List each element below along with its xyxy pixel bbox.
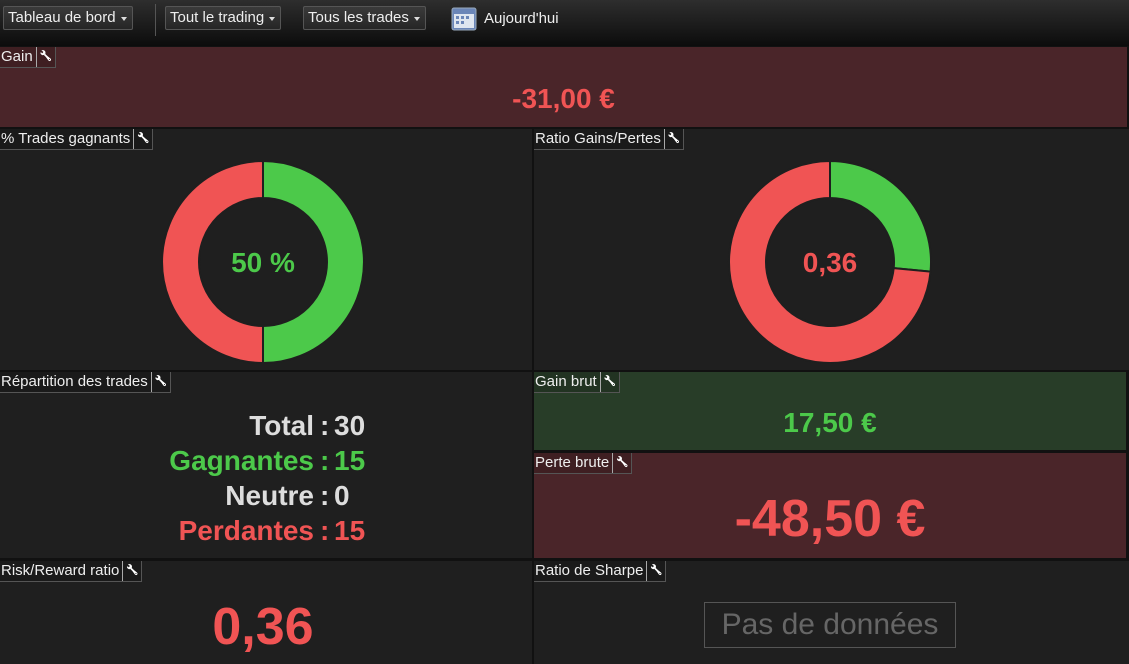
row-label: Gagnantes — [169, 445, 314, 476]
panel-title[interactable]: Risk/Reward ratio — [0, 561, 143, 582]
gross-loss-panel: Perte brute -48,50 € — [534, 453, 1126, 558]
row-label: Perdantes — [178, 515, 314, 546]
separator: : — [320, 515, 330, 546]
sharpe-panel: Ratio de Sharpe Pas de données — [534, 561, 1129, 664]
trades-menu[interactable]: Tous les trades — [303, 6, 426, 30]
donut-center: 50 % — [231, 247, 295, 278]
panel-title[interactable]: Gain — [0, 47, 56, 68]
risk-reward-panel: Risk/Reward ratio 0,36 — [0, 561, 532, 664]
row-value: 15 — [334, 515, 366, 546]
gain-panel: Gain -31,00 € — [0, 47, 1127, 127]
dashboard-menu[interactable]: Tableau de bord — [3, 6, 133, 30]
panel-title[interactable]: Répartition des trades — [0, 372, 171, 393]
row-value: 0 — [334, 480, 350, 511]
donut-segment — [161, 159, 264, 365]
period-label[interactable]: Aujourd'hui — [484, 10, 559, 27]
toolbar: Tableau de bord Tout le trading Tous les… — [0, 0, 1129, 46]
panel-title[interactable]: Ratio de Sharpe — [534, 561, 667, 582]
gross-gain-panel: Gain brut 17,50 € — [534, 372, 1126, 450]
panel-title[interactable]: Perte brute — [534, 453, 633, 474]
risk-reward-value: 0,36 — [212, 598, 314, 656]
gross-gain-value: 17,50 € — [783, 407, 877, 438]
panel-title[interactable]: Ratio Gains/Pertes — [534, 129, 684, 150]
distribution-panel: Répartition des trades Total:30 Gagnante… — [0, 372, 532, 558]
donut-segment — [728, 159, 932, 364]
donut — [728, 159, 932, 364]
donut — [161, 159, 365, 365]
win-rate-panel: % Trades gagnants 50 % — [0, 129, 532, 370]
donut-segment — [829, 159, 932, 273]
panel-title[interactable]: % Trades gagnants — [0, 129, 154, 150]
separator: : — [320, 480, 330, 511]
gain-value: -31,00 € — [512, 83, 615, 114]
donut-segment — [262, 159, 365, 365]
separator — [155, 4, 156, 36]
ratio-panel: Ratio Gains/Pertes 0,36 — [534, 129, 1129, 370]
scope-menu[interactable]: Tout le trading — [165, 6, 282, 30]
donut-center: 0,36 — [802, 247, 858, 278]
row-value: 15 — [334, 445, 366, 476]
no-data: Pas de données — [704, 602, 956, 648]
separator: : — [320, 445, 330, 476]
gross-loss-value: -48,50 € — [734, 490, 926, 548]
panel-title[interactable]: Gain brut — [534, 372, 620, 393]
calendar-icon[interactable] — [451, 5, 479, 33]
row-label: Total — [249, 410, 314, 441]
row-value: 30 — [334, 410, 366, 441]
separator: : — [320, 410, 330, 441]
row-label: Neutre — [225, 480, 314, 511]
